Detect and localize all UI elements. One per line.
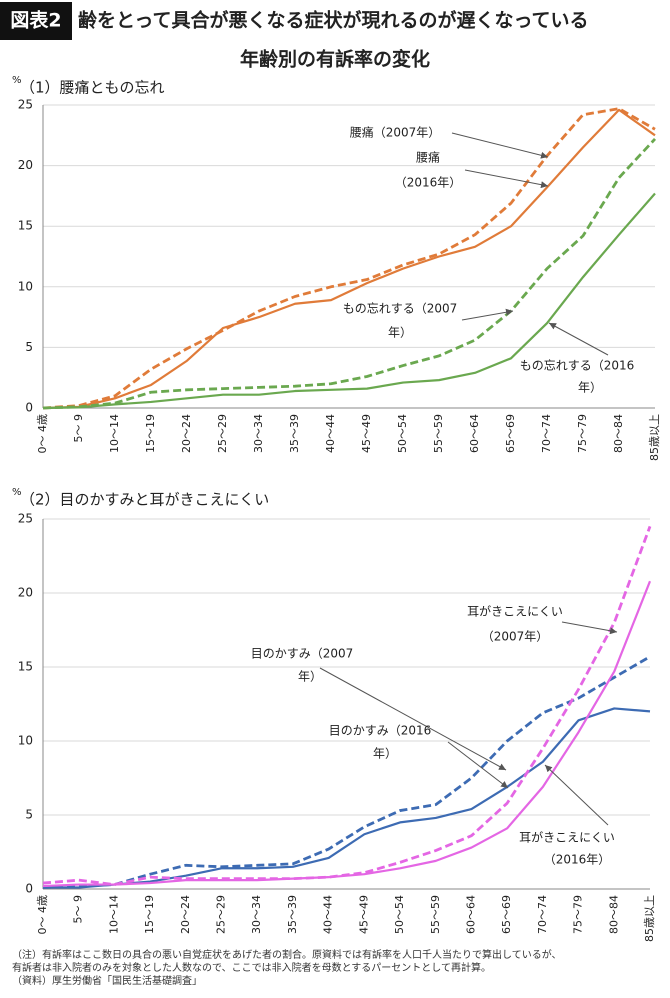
x-tick-label: 70～74 <box>536 895 549 934</box>
annotation-arrow <box>451 132 549 159</box>
title: 齢をとって具合が悪くなる症状が現れるのが遅くなっている <box>78 9 589 32</box>
annotation-arrow <box>548 322 609 356</box>
y-tick-label: 15 <box>18 660 33 674</box>
annotation: （2016年） <box>544 853 611 867</box>
x-tick-label: 20～24 <box>180 414 193 453</box>
annotation-arrow <box>464 169 549 189</box>
y-tick-label: 5 <box>25 808 33 822</box>
x-tick-label: 5～ 9 <box>72 414 85 443</box>
series-line <box>42 192 656 410</box>
x-tick-label: 0～ 4歳 <box>36 414 49 454</box>
x-tick-label: 85歳以上 <box>648 414 661 461</box>
x-tick-label: 75～79 <box>572 895 585 934</box>
x-tick-label: 40～44 <box>324 414 337 453</box>
x-tick-label: 50～54 <box>396 414 409 453</box>
note: （注）有訴率はここ数日の具合の悪い自覚症状をあげた者の割合。原資料では有訴率を人… <box>12 948 562 961</box>
x-tick-label: 45～49 <box>360 414 373 453</box>
badge-box <box>0 2 72 40</box>
annotation: 年） <box>298 670 322 684</box>
annotation: 目のかすみ（2016 <box>329 724 432 738</box>
series-line <box>42 107 656 410</box>
y-tick-label: 25 <box>18 98 33 112</box>
x-tick-label: 10～14 <box>108 414 121 453</box>
x-tick-label: 35～39 <box>286 895 299 934</box>
chart-title: （1）腰痛ともの忘れ <box>20 79 165 97</box>
x-tick-label: 50～54 <box>393 895 406 934</box>
annotation: 腰痛（2007年） <box>350 125 441 140</box>
annotation-arrow <box>447 741 509 789</box>
series-line <box>42 137 657 410</box>
x-tick-label: 80～84 <box>607 895 620 934</box>
annotation: 目のかすみ（2007 <box>251 647 354 661</box>
y-tick-label: 0 <box>25 401 33 415</box>
x-tick-label: 10～14 <box>107 895 120 934</box>
series-line <box>43 707 651 889</box>
x-tick-label: 60～64 <box>464 895 477 934</box>
series-line <box>42 108 656 410</box>
annotation: もの忘れする（2016 <box>520 358 635 373</box>
y-tick-label: 15 <box>18 219 33 233</box>
x-tick-label: 25～29 <box>215 895 228 934</box>
y-tick-label: 5 <box>25 340 33 354</box>
x-tick-label: 15～19 <box>144 414 157 453</box>
x-tick-label: 85歳以上 <box>643 895 656 942</box>
x-tick-label: 30～34 <box>250 895 263 934</box>
y-tick-label: 20 <box>18 586 33 600</box>
x-tick-label: 0～ 4歳 <box>36 895 49 935</box>
annotation-arrow <box>319 667 507 771</box>
x-tick-label: 75～79 <box>576 414 589 453</box>
x-tick-label: 15～19 <box>143 895 156 934</box>
y-tick-label: 25 <box>18 512 33 526</box>
x-tick-label: 5～ 9 <box>72 895 85 924</box>
y-unit: % <box>12 487 22 498</box>
x-tick-label: 55～59 <box>429 895 442 934</box>
x-tick-label: 20～24 <box>179 895 192 934</box>
annotation-arrow <box>544 764 609 826</box>
annotation: 腰痛 <box>416 150 440 165</box>
y-tick-label: 10 <box>18 734 33 748</box>
x-tick-label: 30～34 <box>252 414 265 453</box>
x-tick-label: 60～64 <box>468 414 481 453</box>
y-unit: % <box>12 75 22 86</box>
annotation: （2007年） <box>482 630 549 644</box>
y-tick-label: 10 <box>18 279 33 293</box>
x-tick-label: 25～29 <box>216 414 229 453</box>
x-tick-label: 70～74 <box>540 414 553 453</box>
x-tick-label: 65～69 <box>500 895 513 934</box>
annotation: （2016年） <box>395 176 462 190</box>
note: 有訴者は非入院者のみを対象とした人数なので、ここでは非入院者を母数とするパーセン… <box>12 961 491 974</box>
annotation: もの忘れする（2007 <box>343 301 458 316</box>
x-tick-label: 80～84 <box>612 414 625 453</box>
x-tick-label: 35～39 <box>288 414 301 453</box>
annotation: 耳がきこえにくい <box>467 604 563 619</box>
y-tick-label: 0 <box>25 882 33 896</box>
annotation: 耳がきこえにくい <box>519 830 615 845</box>
series-line <box>42 580 652 888</box>
badge: 図表2 <box>10 9 61 32</box>
subtitle: 年齢別の有訴率の変化 <box>240 48 430 71</box>
annotation: 年） <box>373 747 397 761</box>
series-line <box>42 655 651 889</box>
annotation-arrow <box>461 308 514 321</box>
note: （資料）厚生労働省「国民生活基礎調査」 <box>12 974 202 987</box>
y-tick-label: 20 <box>18 158 33 172</box>
x-tick-label: 55～59 <box>432 414 445 453</box>
annotation-arrow <box>561 621 618 635</box>
x-tick-label: 45～49 <box>357 895 370 934</box>
chart-title: （2）目のかすみと耳がきこえにくい <box>20 491 269 509</box>
annotation: 年） <box>578 381 602 395</box>
x-tick-label: 40～44 <box>322 895 335 934</box>
x-tick-label: 65～69 <box>504 414 517 453</box>
annotation: 年） <box>388 326 412 340</box>
